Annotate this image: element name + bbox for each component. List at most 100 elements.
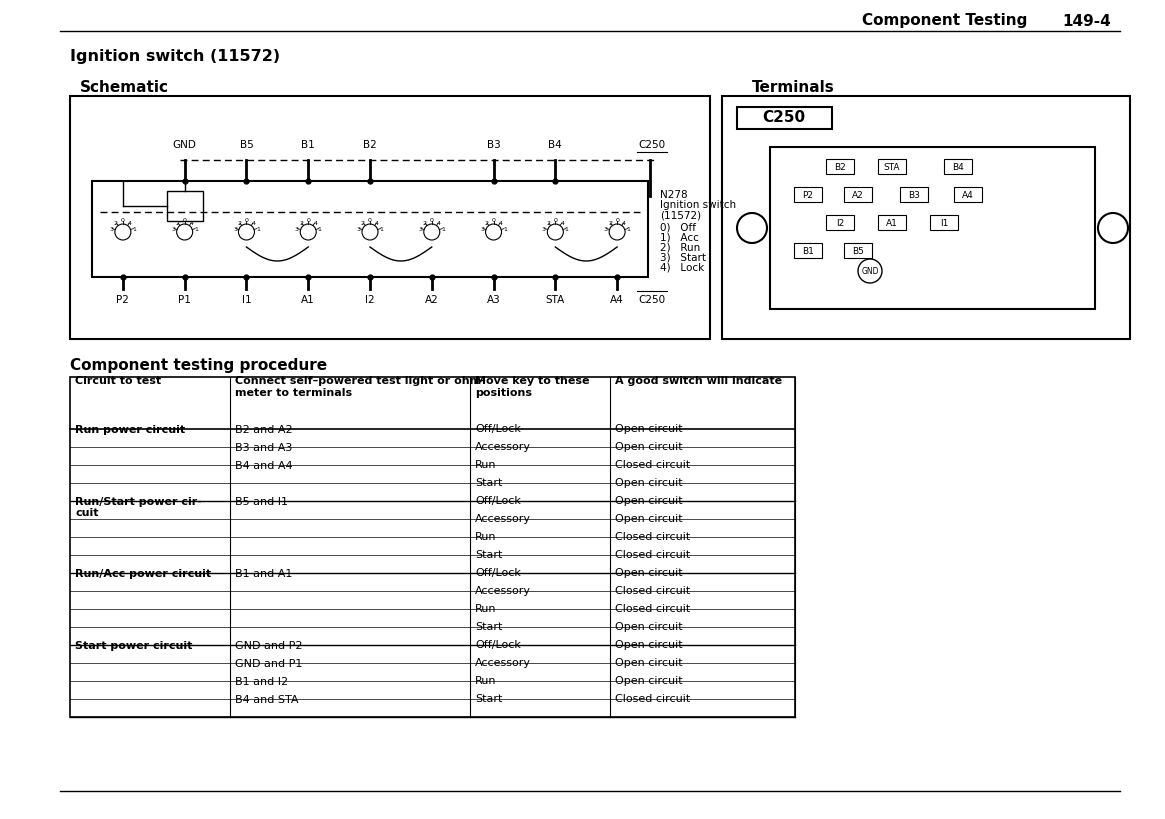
Text: 1: 1 <box>256 227 260 232</box>
Bar <box>167 192 203 222</box>
Text: Accessory: Accessory <box>475 586 531 595</box>
Bar <box>92 182 648 278</box>
Text: C250: C250 <box>638 295 665 305</box>
Text: Run/Acc power circuit: Run/Acc power circuit <box>75 568 211 578</box>
Text: Open circuit: Open circuit <box>615 657 683 667</box>
Text: Open circuit: Open circuit <box>615 477 683 487</box>
Text: B1 and A1: B1 and A1 <box>235 568 292 578</box>
Text: 1: 1 <box>503 227 507 232</box>
Text: 4: 4 <box>622 220 626 225</box>
Text: Terminals: Terminals <box>751 79 835 94</box>
Text: Run: Run <box>475 604 496 613</box>
Text: 4: 4 <box>313 220 317 225</box>
Text: 1: 1 <box>380 227 383 232</box>
Text: 2: 2 <box>176 220 179 225</box>
Text: 0: 0 <box>306 218 310 224</box>
Text: 3: 3 <box>603 227 608 232</box>
Text: Start: Start <box>475 550 502 559</box>
Text: A1: A1 <box>887 219 898 229</box>
Text: 4: 4 <box>499 220 502 225</box>
Text: A2: A2 <box>425 295 439 305</box>
Text: Closed circuit: Closed circuit <box>615 532 690 541</box>
Text: 2: 2 <box>546 220 550 225</box>
Text: Open circuit: Open circuit <box>615 568 683 577</box>
Text: Open circuit: Open circuit <box>615 675 683 686</box>
Bar <box>878 160 906 174</box>
Text: B2 and A2: B2 and A2 <box>235 424 292 434</box>
Text: 2: 2 <box>361 220 365 225</box>
Text: (11572): (11572) <box>661 210 701 219</box>
Text: Component testing procedure: Component testing procedure <box>70 358 327 373</box>
Bar <box>901 188 929 203</box>
Text: Ignition switch (11572): Ignition switch (11572) <box>70 48 280 63</box>
Text: positions: positions <box>475 387 532 397</box>
Bar <box>795 244 822 259</box>
Text: 2: 2 <box>485 220 488 225</box>
Text: 4: 4 <box>190 220 193 225</box>
Bar <box>795 188 822 203</box>
Text: 3: 3 <box>295 227 298 232</box>
Text: B5: B5 <box>240 140 253 150</box>
Bar <box>770 147 1095 310</box>
Text: B2: B2 <box>834 163 846 172</box>
Text: A4: A4 <box>610 295 624 305</box>
Text: B5: B5 <box>852 247 864 256</box>
Text: B4: B4 <box>952 163 963 172</box>
Text: 0: 0 <box>183 218 186 224</box>
Text: GND: GND <box>172 140 197 150</box>
Text: Start: Start <box>475 477 502 487</box>
Text: B4 and STA: B4 and STA <box>235 695 298 704</box>
Text: 4: 4 <box>560 220 564 225</box>
Text: 3: 3 <box>110 227 113 232</box>
Text: Run power circuit: Run power circuit <box>75 424 185 434</box>
Text: Run: Run <box>475 532 496 541</box>
Text: 3: 3 <box>356 227 361 232</box>
Text: Closed circuit: Closed circuit <box>615 550 690 559</box>
Text: 3: 3 <box>233 227 236 232</box>
Text: C250: C250 <box>638 140 665 150</box>
Text: 2: 2 <box>114 220 118 225</box>
Bar <box>722 97 1130 340</box>
Text: Off/Lock: Off/Lock <box>475 423 521 433</box>
Text: 4)   Lock: 4) Lock <box>661 262 705 272</box>
Bar <box>826 160 854 174</box>
Text: Component Testing: Component Testing <box>862 13 1028 29</box>
Text: 0: 0 <box>430 218 433 224</box>
Text: Open circuit: Open circuit <box>615 622 683 631</box>
Text: 0: 0 <box>553 218 557 224</box>
Text: B5 and I1: B5 and I1 <box>235 496 288 506</box>
Text: B3: B3 <box>487 140 501 150</box>
Text: GND and P1: GND and P1 <box>235 658 303 668</box>
Text: 1: 1 <box>565 227 569 232</box>
Text: 2)   Run: 2) Run <box>661 242 700 251</box>
Text: B3 and A3: B3 and A3 <box>235 442 292 452</box>
Text: meter to terminals: meter to terminals <box>235 387 352 397</box>
Text: 3)   Start: 3) Start <box>661 251 706 262</box>
Text: cuit: cuit <box>75 508 99 518</box>
Text: GND and P2: GND and P2 <box>235 640 303 650</box>
Text: B1: B1 <box>302 140 315 150</box>
Text: Open circuit: Open circuit <box>615 441 683 451</box>
Text: Closed circuit: Closed circuit <box>615 586 690 595</box>
Text: N278: N278 <box>661 190 687 200</box>
Text: 3: 3 <box>542 227 546 232</box>
Bar <box>954 188 982 203</box>
Text: 1: 1 <box>195 227 198 232</box>
Text: 2: 2 <box>299 220 303 225</box>
Text: I1: I1 <box>241 295 252 305</box>
Text: Run: Run <box>475 459 496 469</box>
Text: A4: A4 <box>962 192 974 201</box>
Text: Accessory: Accessory <box>475 657 531 667</box>
Text: 1: 1 <box>442 227 445 232</box>
Bar <box>944 160 972 174</box>
Text: 4: 4 <box>375 220 379 225</box>
Text: Start: Start <box>475 622 502 631</box>
Text: I2: I2 <box>835 219 845 229</box>
Text: 3: 3 <box>418 227 423 232</box>
Text: STA: STA <box>545 295 565 305</box>
Text: 0: 0 <box>245 218 248 224</box>
Bar <box>843 188 871 203</box>
Text: STA: STA <box>884 163 901 172</box>
Text: Connect self–powered test light or ohm-: Connect self–powered test light or ohm- <box>235 376 486 386</box>
Text: 0: 0 <box>121 218 125 224</box>
